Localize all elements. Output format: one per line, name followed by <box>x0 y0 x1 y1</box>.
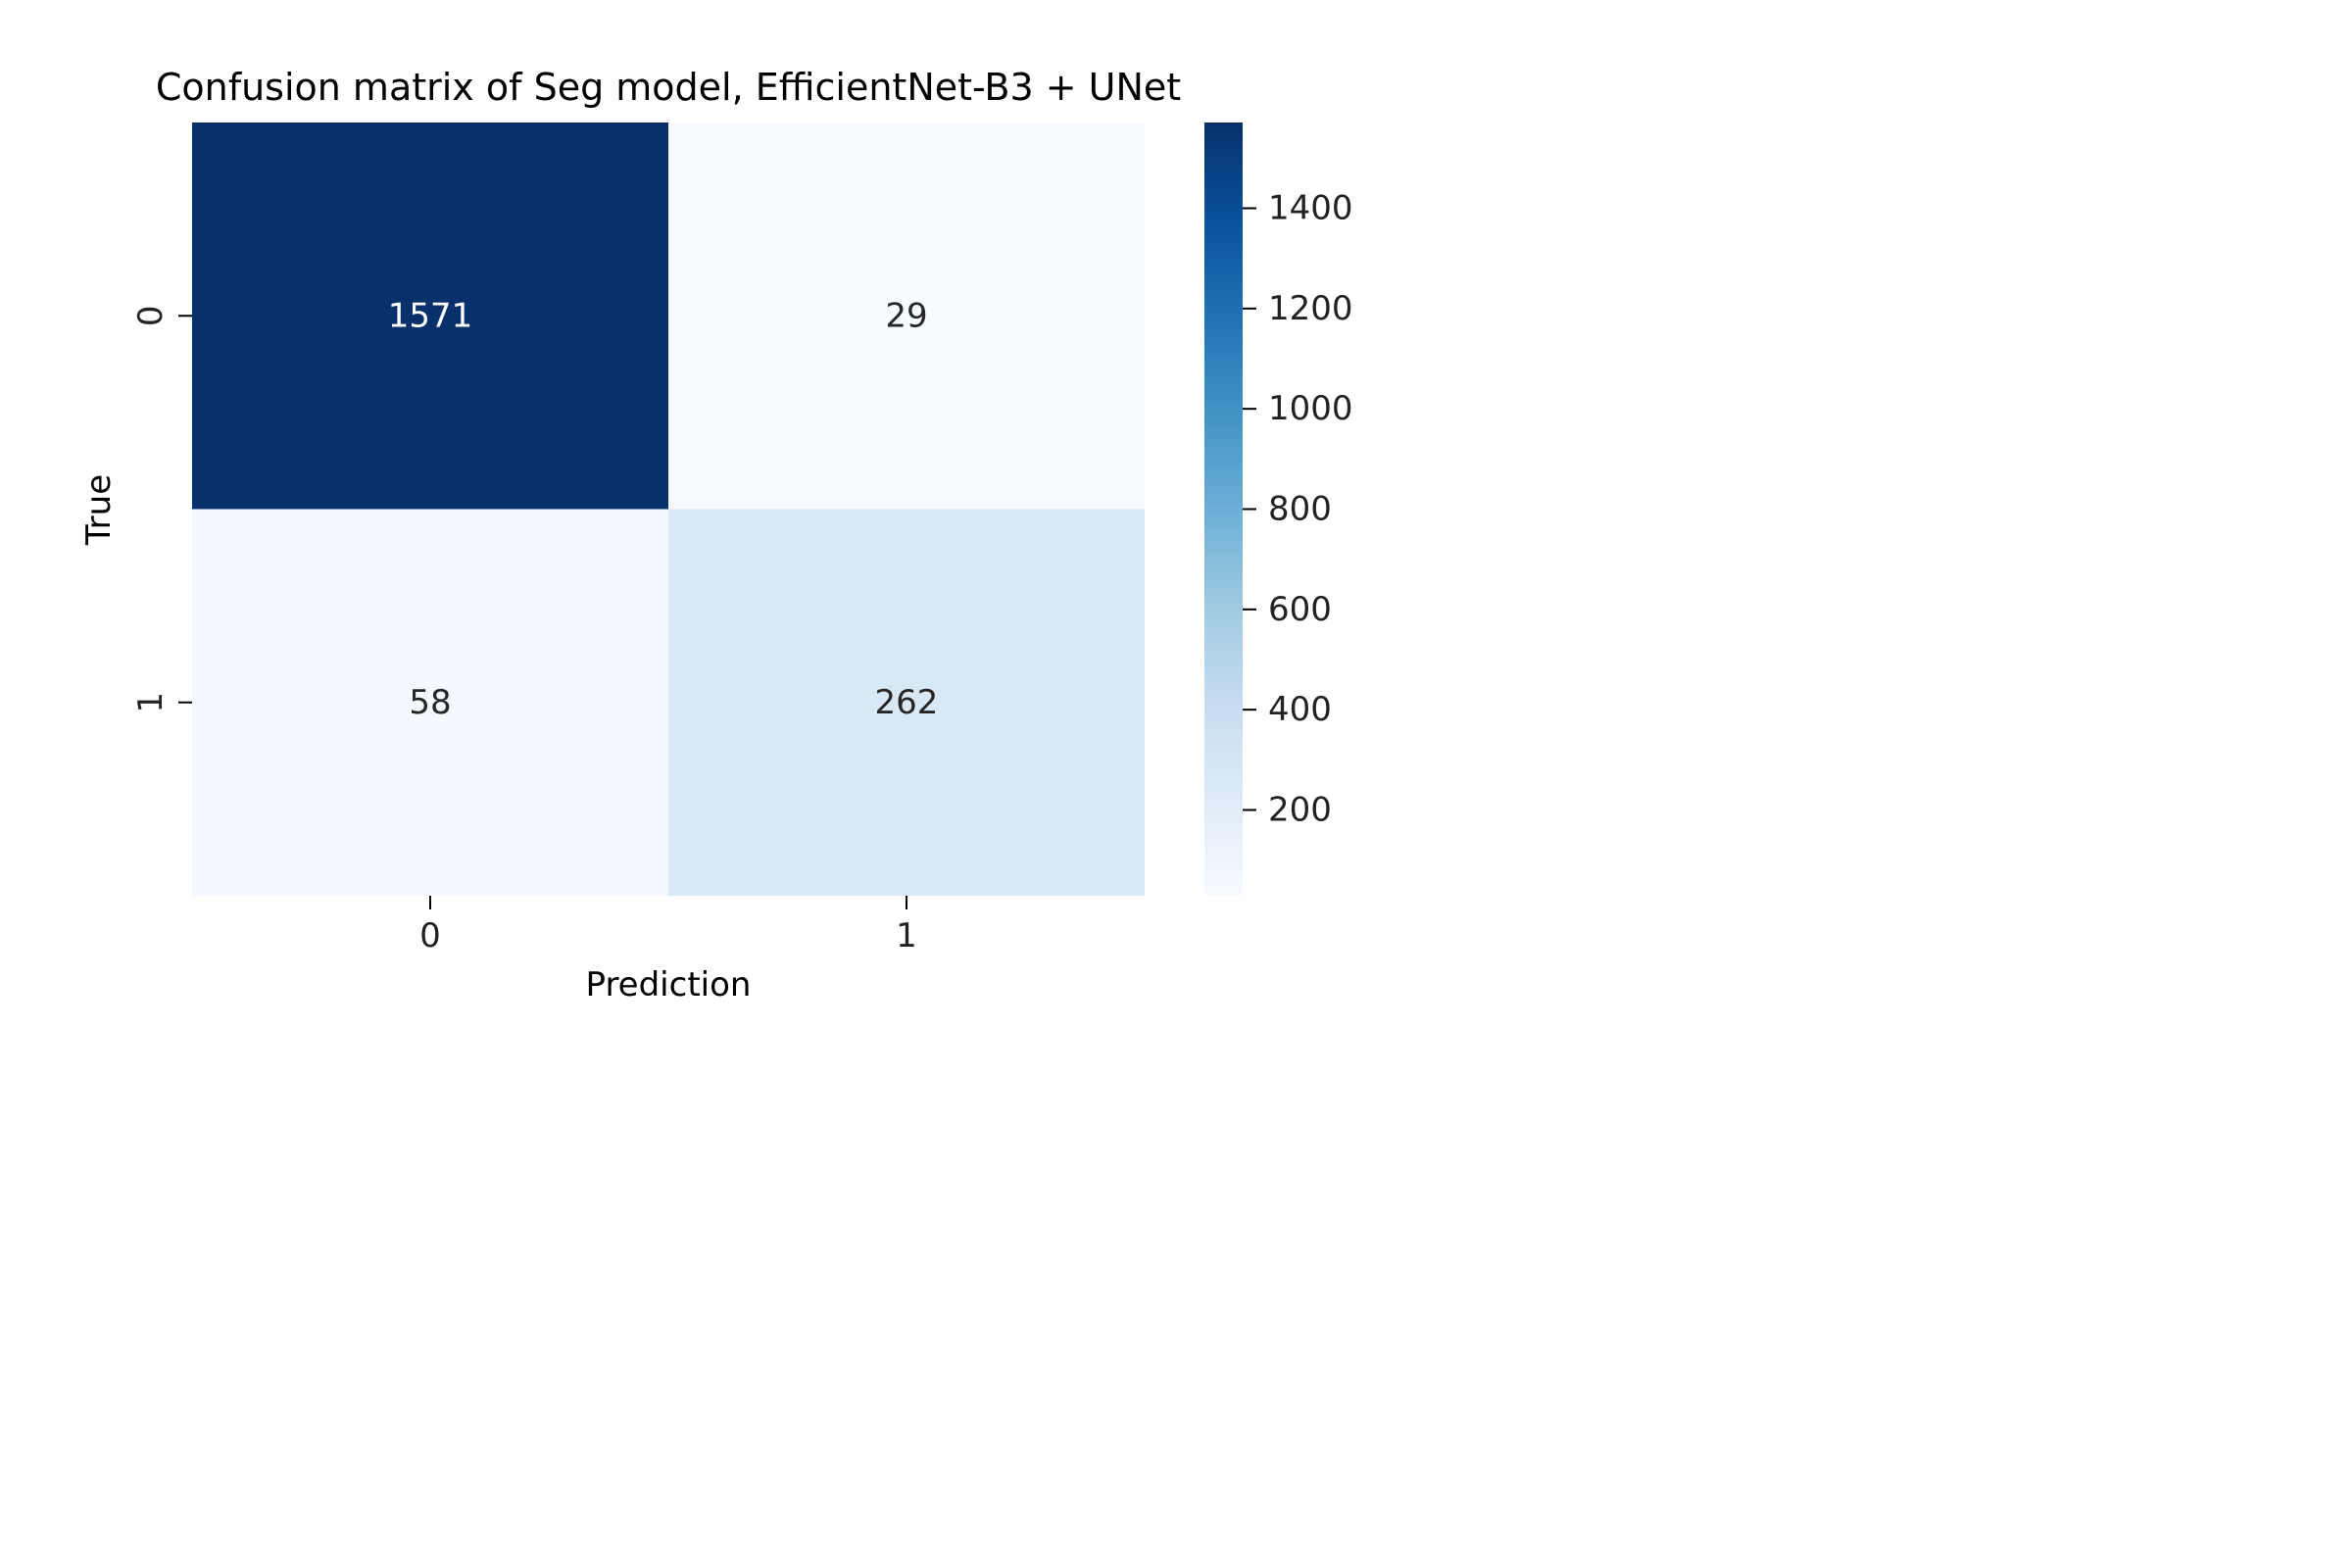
cell-label-0-0: 1571 <box>388 296 473 335</box>
x-axis-label: Prediction <box>586 965 752 1004</box>
y-tick-label-1: 1 <box>131 692 171 713</box>
cell-label-1-1: 262 <box>875 683 939 722</box>
cell-1-1 <box>668 509 1145 896</box>
confusion-matrix-chart: Confusion matrix of Seg model, Efficient… <box>79 66 1353 1004</box>
colorbar-ticks: 200 400 600 800 1000 1200 1400 <box>1243 188 1353 830</box>
cell-0-0 <box>192 122 668 510</box>
cell-1-0 <box>192 509 668 896</box>
x-tick-label-1: 1 <box>896 916 917 956</box>
colorbar-tick-label-4: 1000 <box>1268 389 1353 428</box>
y-tick-label-0: 0 <box>131 305 171 326</box>
chart-title: Confusion matrix of Seg model, Efficient… <box>156 66 1181 109</box>
colorbar-tick-label-0: 200 <box>1268 791 1332 830</box>
x-tick-label-0: 0 <box>419 916 441 956</box>
y-axis-ticks: 01 <box>131 305 192 713</box>
colorbar-tick-label-3: 800 <box>1268 490 1332 529</box>
colorbar-tick-label-1: 400 <box>1268 690 1332 729</box>
colorbar-tick-label-6: 1400 <box>1268 188 1353 227</box>
colorbar <box>1204 122 1243 896</box>
cell-label-0-1: 29 <box>885 296 927 335</box>
colorbar-tick-label-5: 1200 <box>1268 289 1353 328</box>
cell-label-1-0: 58 <box>409 683 451 722</box>
y-axis-label: True <box>79 474 119 546</box>
cell-0-1 <box>668 122 1145 510</box>
heatmap-cells: 1571 29 58 262 <box>192 122 1145 896</box>
colorbar-tick-label-2: 600 <box>1268 590 1332 629</box>
